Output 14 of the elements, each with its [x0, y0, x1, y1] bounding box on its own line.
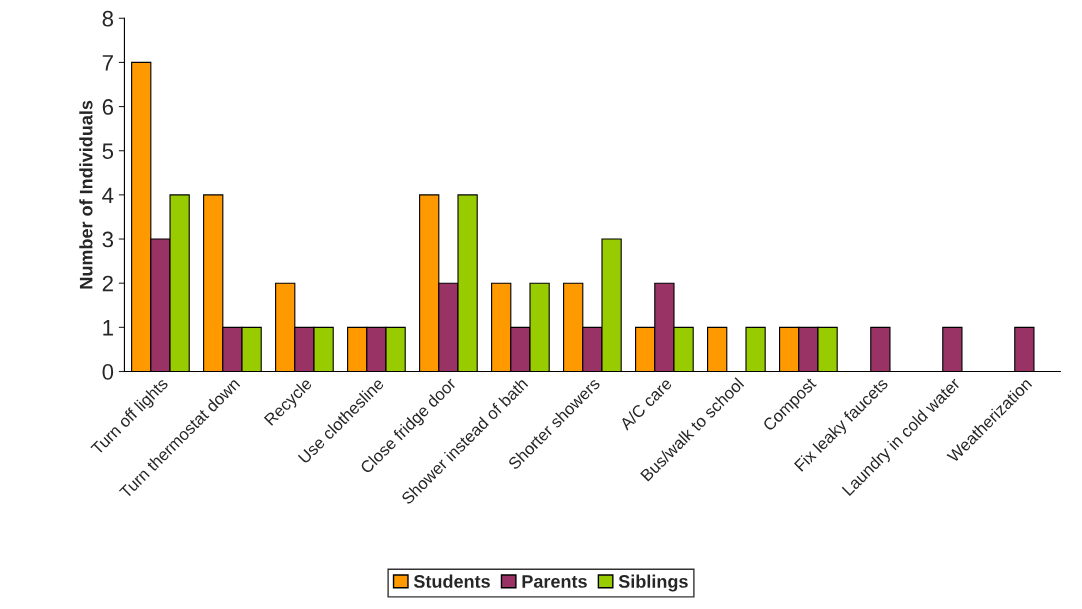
y-tick-label: 7: [102, 55, 113, 71]
y-tick-label: 2: [102, 275, 113, 292]
x-tick-label: A/C care: [618, 376, 673, 431]
y-tick-label: 6: [102, 99, 114, 115]
y-tick-label: 4: [102, 187, 114, 203]
y-tick-label: 5: [102, 143, 114, 159]
legend-label: Parents: [522, 575, 587, 588]
y-tick-label: 3: [102, 231, 114, 248]
y-axis-title: Number of Individuals: [79, 100, 93, 289]
y-tick-label: 0: [102, 364, 114, 380]
y-tick-label: 1: [103, 320, 113, 336]
legend-label: Students: [413, 574, 490, 588]
y-tick-label: 8: [102, 10, 114, 27]
legend-label: Siblings: [618, 574, 688, 592]
